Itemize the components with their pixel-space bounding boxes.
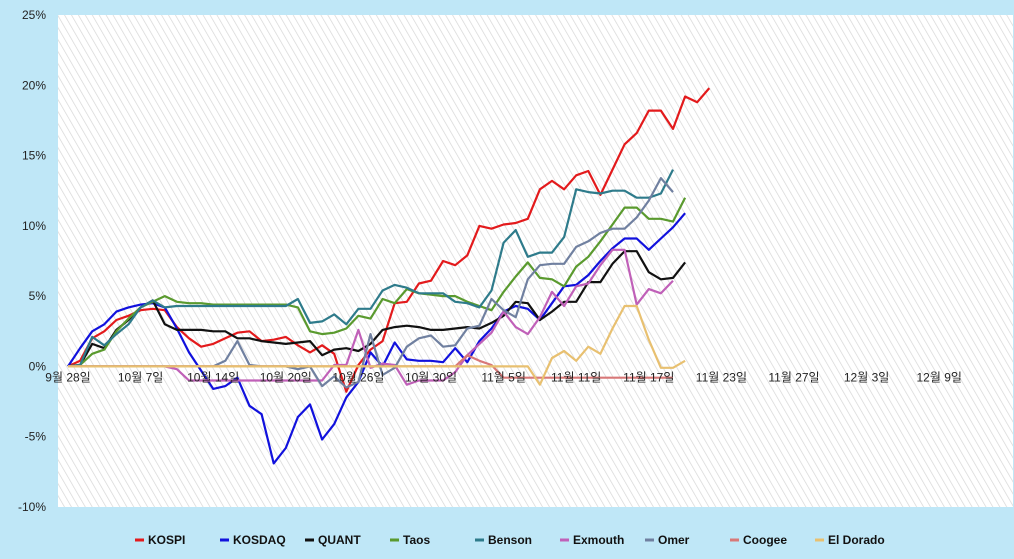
- series-line-kosdaq: [67, 212, 686, 465]
- y-tick-label: 20%: [22, 78, 46, 92]
- y-axis: -10% -5% 0% 5% 10% 15% 20% 25%: [18, 8, 46, 514]
- y-tick-label: 10%: [22, 219, 46, 233]
- x-tick-label: 10월 7일: [118, 370, 163, 384]
- legend-label-kosdaq: KOSDAQ: [233, 533, 286, 547]
- x-tick-label: 11월 11일: [551, 370, 601, 384]
- x-tick-label: 11월 5일: [481, 370, 526, 384]
- y-tick-label: 0%: [29, 359, 47, 373]
- x-tick-label: 10월 14일: [187, 370, 239, 384]
- series-lines: [67, 87, 711, 465]
- x-tick-label: 9월 28일: [45, 370, 90, 384]
- x-tick-label: 12월 9일: [916, 370, 961, 384]
- x-tick-label: 11월 17일: [623, 370, 674, 384]
- legend-label-benson: Benson: [488, 533, 532, 547]
- x-tick-label: 12월 3일: [844, 370, 889, 384]
- legend-label-kospi: KOSPI: [148, 533, 185, 547]
- legend-label-el-dorado: El Dorado: [828, 533, 885, 547]
- plot-area: [58, 15, 1013, 507]
- y-tick-label: 25%: [22, 8, 46, 22]
- series-line-quant: [67, 250, 686, 368]
- x-tick-label: 11월 23일: [696, 370, 747, 384]
- series-line-benson: [67, 169, 674, 368]
- x-tick-label: 11월 27일: [768, 370, 819, 384]
- legend: KOSPI KOSDAQ QUANT Taos Benson Exmouth Omer Coo…: [135, 533, 885, 547]
- series-line-taos: [67, 197, 687, 368]
- x-axis: 9월 28일 10월 7일 10월 14일 10월 20일 10월 26일 10월 30일…: [45, 370, 962, 384]
- y-tick-label: -5%: [25, 430, 47, 444]
- legend-label-exmouth: Exmouth: [573, 533, 624, 547]
- legend-label-taos: Taos: [403, 533, 430, 547]
- x-tick-label: 10월 20일: [260, 370, 312, 384]
- y-tick-label: 5%: [29, 289, 47, 303]
- x-tick-label: 10월 26일: [332, 370, 384, 384]
- legend-label-quant: QUANT: [318, 533, 361, 547]
- legend-label-omer: Omer: [658, 533, 690, 547]
- series-line-el-dorado: [68, 304, 686, 386]
- y-tick-label: 15%: [22, 149, 46, 163]
- x-tick-label: 10월 30일: [405, 370, 457, 384]
- legend-label-coogee: Coogee: [743, 533, 787, 547]
- y-tick-label: -10%: [18, 500, 46, 514]
